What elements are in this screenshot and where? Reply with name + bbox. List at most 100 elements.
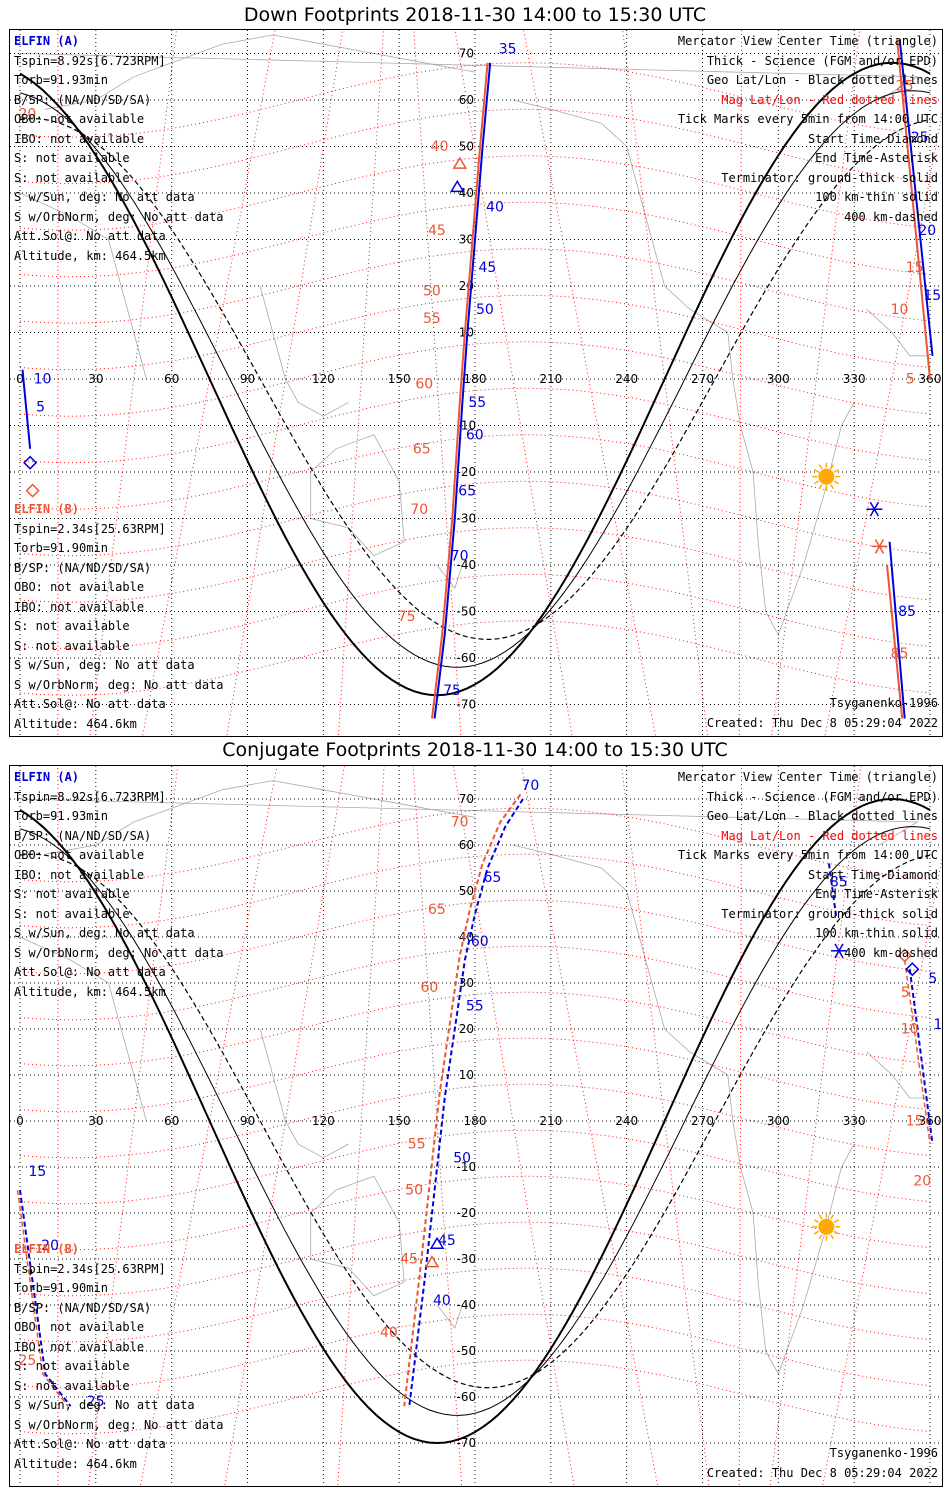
tick-label-a: 40 — [486, 200, 504, 216]
info-line: S: not available — [14, 151, 130, 165]
tick-label-a: 10 — [34, 372, 52, 388]
tick-label-b: 10 — [901, 1022, 919, 1038]
mag-lat-line — [19, 1359, 931, 1435]
sun-ray — [818, 484, 823, 490]
lat-label: -20 — [457, 1206, 477, 1220]
mag-lat-line — [19, 991, 931, 1067]
tick-label-a: 25 — [911, 130, 929, 146]
lat-label: -60 — [457, 1390, 477, 1404]
mag-lat-line — [19, 201, 931, 278]
info-line: Torb=91.90min — [14, 1281, 108, 1295]
info-line: Tspin=2.34s[25.63RPM] — [14, 521, 166, 536]
created-label: Created: Thu Dec 8 05:29:04 2022 — [706, 716, 938, 730]
start-diamond-a — [23, 455, 38, 470]
terminator-ground — [19, 797, 931, 1445]
info-line: OBO: not available — [14, 848, 145, 862]
mag-lon-line — [622, 30, 708, 736]
coastline — [259, 1028, 349, 1159]
coastline — [259, 285, 349, 417]
info-line: Altitude, km: 464.5km — [14, 984, 166, 999]
lon-label: 120 — [312, 1114, 335, 1128]
info-line: S w/Sun, deg: No att data — [14, 190, 195, 204]
info-line: Torb=91.90min — [14, 541, 108, 555]
tick-label-a: 60 — [466, 427, 484, 443]
info-line: OBO: not available — [14, 112, 145, 126]
tick-label-b: 40 — [380, 1325, 398, 1341]
info-line: S w/OrbNorm, deg: No att data — [14, 209, 224, 224]
lon-label: 210 — [539, 372, 562, 386]
tick-label-a: 20 — [41, 1238, 59, 1254]
sun-disc — [818, 468, 835, 485]
tick-label-a: 60 — [471, 934, 489, 950]
created-label: Created: Thu Dec 8 05:29:04 2022 — [706, 1466, 938, 1480]
elfin-a-track — [433, 62, 492, 719]
center-triangle-b — [424, 1255, 440, 1268]
mag-lon-line — [738, 766, 742, 1486]
start-diamond-b — [897, 948, 912, 963]
tick-label-a: 25 — [87, 1394, 105, 1410]
elfin-a-track — [898, 39, 934, 356]
map-frame-conjugate: 0 30 60 90 120 150 180 210 240 270 300 330 360 70 60 50… — [9, 765, 943, 1487]
mag-lon-line — [89, 30, 177, 736]
mag-lat-line — [19, 480, 931, 557]
lon-label: 270 — [691, 1114, 714, 1128]
tick-label-a: 35 — [499, 42, 517, 58]
lat-label: -60 — [457, 651, 477, 665]
mag-lon-line — [139, 766, 278, 1486]
info-line: S: not available — [14, 619, 130, 633]
asterisk-stroke — [834, 943, 844, 959]
legend-item: 400 km-dashed — [844, 945, 938, 960]
terminator-ground — [19, 61, 931, 697]
tick-label-b: 55 — [408, 1137, 426, 1153]
info-line: Torb=91.93min — [14, 809, 108, 823]
end-asterisk — [871, 539, 888, 554]
coastline — [866, 309, 930, 357]
mag-lat-line — [19, 108, 931, 185]
info-line: S: not available — [14, 887, 130, 901]
coastline — [732, 378, 855, 636]
mag-lon-line — [338, 30, 384, 736]
tick-label-a: 15 — [29, 1164, 47, 1180]
lon-label: 330 — [843, 372, 866, 386]
center-triangle-b — [452, 156, 468, 169]
start-diamond-b — [25, 483, 40, 498]
panel-title: Conjugate Footprints 2018-11-30 14:00 to… — [222, 739, 728, 761]
lon-label: 150 — [388, 372, 411, 386]
tick-label-b: 25 — [896, 79, 914, 95]
tick-label-b: 85 — [891, 646, 909, 662]
model-label: Tsyganenko-1996 — [829, 1446, 938, 1460]
sat-name: ELFIN (A) — [14, 34, 80, 48]
elfin-b-track — [16, 1189, 69, 1407]
legend-item: Thick - Science (FGM and/or EPD) — [706, 53, 938, 68]
lon-label: 30 — [88, 1114, 103, 1128]
info-line: S w/OrbNorm, deg: No att data — [14, 677, 224, 692]
lat-label: -30 — [457, 1252, 477, 1266]
terminator-100km — [19, 90, 931, 668]
tick-label-a: 5 — [928, 971, 937, 987]
sun-disc — [818, 1218, 835, 1235]
sun-ray — [813, 1219, 819, 1223]
sun-ray — [830, 484, 835, 490]
mag-lon-line — [337, 766, 385, 1486]
sun-ray — [833, 480, 839, 485]
lon-label: 240 — [615, 1114, 638, 1128]
sun-ray — [833, 1219, 839, 1223]
info-line: S: not available — [14, 1378, 130, 1393]
terminator-100km — [19, 826, 931, 1416]
lat-label: 10 — [459, 326, 474, 340]
mag-lon-line — [412, 766, 463, 1486]
tick-label-b: 10 — [891, 302, 909, 318]
info-line: Att.Sol@: No att data — [14, 697, 166, 711]
coastline — [436, 1304, 463, 1329]
lon-label: 180 — [464, 372, 487, 386]
sun-ray — [830, 1234, 835, 1240]
info-line: IBO: not available — [14, 1339, 145, 1354]
center-triangle-a — [429, 1236, 445, 1249]
coastline — [310, 434, 405, 557]
coastline — [866, 1051, 930, 1099]
end-asterisk — [866, 501, 883, 517]
mag-lon-line — [413, 30, 462, 736]
elfin-a-track — [21, 369, 32, 449]
tick-label-a: 55 — [468, 395, 486, 411]
legend-item: Geo Lat/Lon - Black dotted lines — [706, 73, 938, 87]
